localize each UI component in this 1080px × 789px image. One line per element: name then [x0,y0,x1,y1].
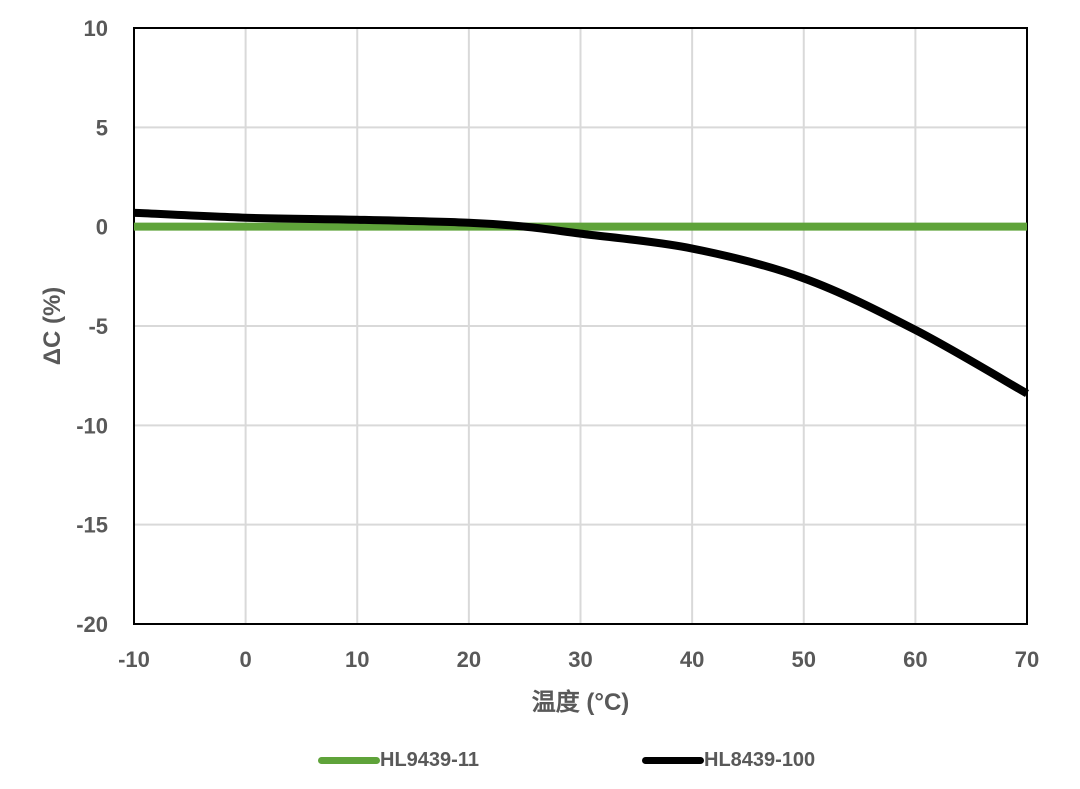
legend-label: HL9439-11 [380,748,479,771]
legend-item-hl8439-100: HL8439-100 [642,742,815,778]
x-tick-label: 70 [1015,647,1039,672]
y-axis-ticks: 10 5 0 -5 -10 -15 -20 [76,16,108,637]
x-tick-label: 10 [345,647,369,672]
x-tick-label: 20 [457,647,481,672]
y-tick-label: -10 [76,413,108,438]
x-axis-label: 温度 (°C) [532,688,630,716]
legend-label: HL8439-100 [704,748,816,771]
legend-swatch-green [318,756,380,764]
x-tick-label: 30 [568,647,592,672]
x-tick-label: 50 [792,647,816,672]
y-tick-label: 5 [96,115,108,140]
x-tick-label: -10 [118,647,150,672]
legend-swatch-black [642,756,704,764]
y-tick-label: -15 [76,513,108,538]
y-tick-label: -5 [88,314,108,339]
y-tick-label: 0 [96,215,108,240]
y-axis-label: ΔC (%) [39,287,66,366]
y-tick-label: 10 [84,16,108,41]
plot-area-frame [133,27,1028,625]
grid-lines [134,28,1027,624]
legend-item-hl9439-11: HL9439-11 [318,742,479,778]
legend: HL9439-11 HL8439-100 [0,742,1080,782]
series-layer [133,208,1029,398]
x-tick-label: 40 [680,647,704,672]
x-tick-label: 60 [903,647,927,672]
series-line-hl8439-100 [133,208,1029,398]
x-tick-label: 0 [240,647,252,672]
x-axis-ticks: -10 0 10 20 30 40 50 60 70 [118,647,1039,672]
y-tick-label: -20 [76,612,108,637]
